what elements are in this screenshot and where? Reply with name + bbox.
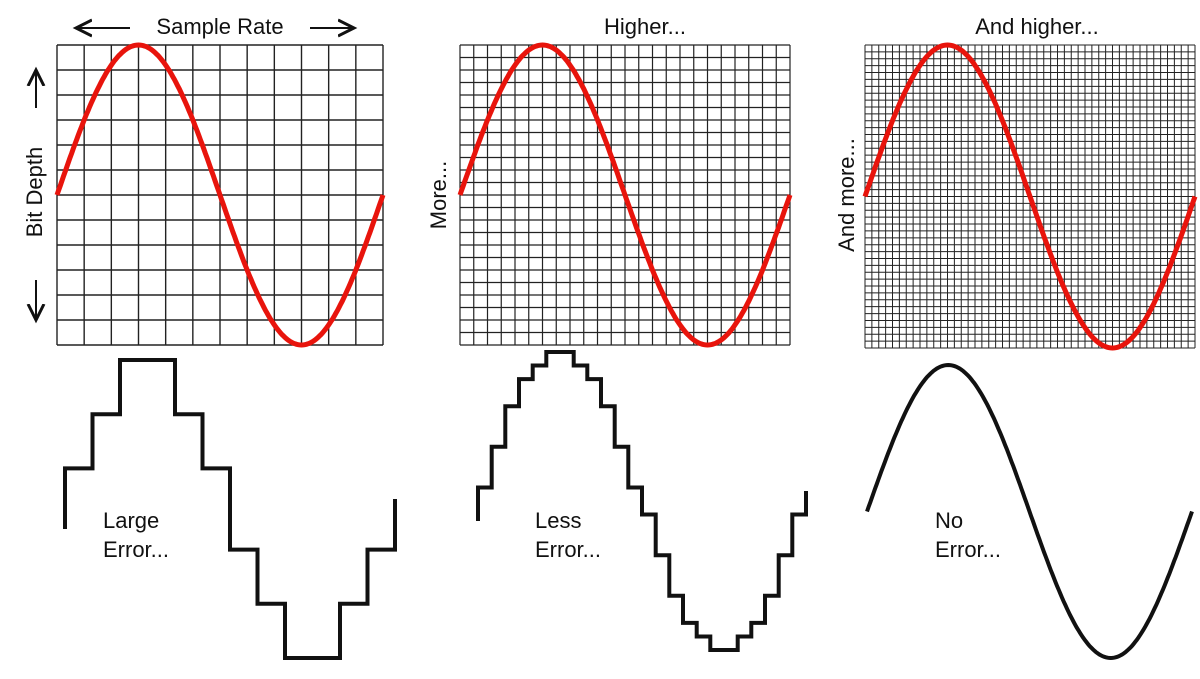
error-label: Large [103,508,159,533]
digital-wave [63,358,397,660]
analog-wave [457,42,793,348]
side-label: And more... [834,138,859,252]
digital-wave [865,362,1194,661]
digital-wave [476,350,808,652]
top-label: Sample Rate [156,14,283,39]
analog-wave [54,42,386,348]
top-label: And higher... [975,14,1099,39]
analog-wave [862,42,1198,351]
side-label: More... [426,161,451,229]
error-label: Error... [103,537,169,562]
top-label: Higher... [604,14,686,39]
error-label: Less [535,508,581,533]
side-label: Bit Depth [22,147,47,238]
error-label: No [935,508,963,533]
error-label: Error... [935,537,1001,562]
error-label: Error... [535,537,601,562]
